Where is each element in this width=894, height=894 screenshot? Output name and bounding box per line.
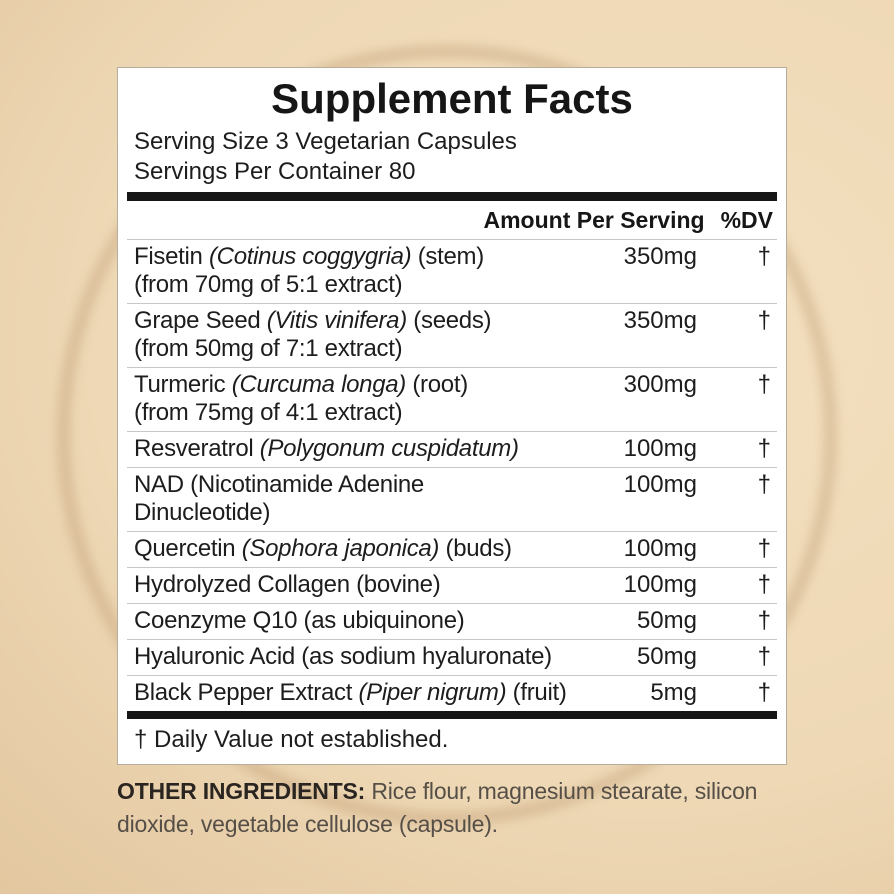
ingredient-dv: † [757,435,771,462]
ingredient-botanical-name: (Vitis vinifera) [266,307,407,334]
ingredient-name: Coenzyme Q10 (as ubiquinone) [134,607,657,635]
ingredient-dv: † [757,371,771,398]
other-ingredients-text: Rice flour, magnesium stearate, silicon … [117,778,758,837]
ingredient-row: Hyaluronic Acid (as sodium hyaluronate) … [127,640,777,676]
other-ingredients: OTHER INGREDIENTS: Rice flour, magnesium… [117,775,787,841]
ingredient-name-text: NAD (Nicotinamide Adenine [134,471,424,498]
ingredient-name-line2: Dinucleotide) [134,499,271,526]
ingredient-botanical-name: (Piper nigrum) [358,679,507,706]
ingredient-dv: † [757,471,771,498]
ingredient-name: Hyaluronic Acid (as sodium hyaluronate) [134,643,657,671]
ingredient-dv: † [757,571,771,598]
ingredient-name-suffix: (root) [406,371,468,398]
ingredient-name-text: Grape Seed [134,307,267,334]
ingredient-dv: † [757,679,771,706]
ingredient-dv: † [757,307,771,334]
ingredient-name-text: Hyaluronic Acid (as sodium hyaluronate) [134,643,552,670]
ingredient-name-suffix: (seeds) [406,307,492,334]
ingredient-amount: 350mg [623,243,697,270]
ingredient-amount: 5mg [650,679,697,706]
ingredient-amount: 100mg [623,471,697,498]
table-header-row: Amount Per Serving %DV [127,201,777,240]
percent-dv-header: %DV [720,207,773,233]
ingredient-name: Turmeric (Curcuma longa) (root) (from 75… [134,371,657,427]
ingredient-name-text: Fisetin [134,243,209,270]
ingredient-dv: † [757,535,771,562]
ingredient-dv: † [757,607,771,634]
ingredient-name-text: Quercetin [134,535,242,562]
ingredient-name: Black Pepper Extract (Piper nigrum) (fru… [134,679,657,707]
servings-per-container-line: Servings Per Container 80 [134,158,416,185]
ingredient-botanical-name: (Cotinus coggygria) [208,243,412,270]
ingredient-name-suffix: (stem) [411,243,485,270]
ingredient-name-suffix: (buds) [439,535,513,562]
ingredient-name: Fisetin (Cotinus coggygria) (stem) (from… [134,243,657,299]
ingredient-name-text: Hydrolyzed Collagen (bovine) [134,571,441,598]
ingredient-name-text: Resveratrol [134,435,260,462]
ingredient-dv: † [757,643,771,670]
ingredient-row: Fisetin (Cotinus coggygria) (stem) (from… [127,240,777,304]
ingredient-name: Grape Seed (Vitis vinifera) (seeds) (fro… [134,307,657,363]
ingredient-botanical-name: (Polygonum cuspidatum) [259,435,519,462]
ingredient-amount: 100mg [623,571,697,598]
ingredient-row: NAD (Nicotinamide Adenine Dinucleotide) … [127,468,777,532]
ingredient-row: Grape Seed (Vitis vinifera) (seeds) (fro… [127,304,777,368]
ingredient-amount: 100mg [623,435,697,462]
ingredient-name: NAD (Nicotinamide Adenine Dinucleotide) [134,471,657,527]
amount-per-serving-header: Amount Per Serving [483,207,705,233]
thick-divider-top [127,192,777,201]
other-ingredients-label: OTHER INGREDIENTS: [117,778,366,804]
ingredient-name: Resveratrol (Polygonum cuspidatum) [134,435,657,463]
ingredient-name-line2: (from 75mg of 4:1 extract) [134,399,403,426]
ingredient-row: Black Pepper Extract (Piper nigrum) (fru… [127,676,777,711]
ingredient-row: Coenzyme Q10 (as ubiquinone) 50mg † [127,604,777,640]
supplement-facts-panel: Supplement Facts Serving Size 3 Vegetari… [117,67,787,765]
ingredient-name: Quercetin (Sophora japonica) (buds) [134,535,657,563]
ingredient-row: Quercetin (Sophora japonica) (buds) 100m… [127,532,777,568]
ingredient-name-text: Black Pepper Extract [134,679,359,706]
ingredient-name-suffix: (fruit) [506,679,567,706]
ingredient-name: Hydrolyzed Collagen (bovine) [134,571,657,599]
ingredient-botanical-name: (Sophora japonica) [241,535,440,562]
ingredient-amount: 100mg [623,535,697,562]
ingredient-row: Hydrolyzed Collagen (bovine) 100mg † [127,568,777,604]
ingredient-row: Resveratrol (Polygonum cuspidatum) 100mg… [127,432,777,468]
ingredient-amount: 300mg [623,371,697,398]
ingredient-amount: 50mg [636,643,697,670]
dv-footnote: † Daily Value not established. [134,726,449,753]
panel-title: Supplement Facts [271,75,633,122]
ingredient-row: Turmeric (Curcuma longa) (root) (from 75… [127,368,777,432]
ingredient-name-text: Turmeric [134,371,232,398]
ingredient-name-line2: (from 70mg of 5:1 extract) [134,271,403,298]
ingredient-botanical-name: (Curcuma longa) [231,371,407,398]
serving-size-line: Serving Size 3 Vegetarian Capsules [134,128,517,155]
ingredient-name-text: Coenzyme Q10 (as ubiquinone) [134,607,465,634]
ingredient-dv: † [757,243,771,270]
thick-divider-bottom [127,711,777,719]
ingredient-amount: 350mg [623,307,697,334]
label-content: Supplement Facts Serving Size 3 Vegetari… [117,67,787,841]
ingredient-name-line2: (from 50mg of 7:1 extract) [134,335,403,362]
ingredient-amount: 50mg [636,607,697,634]
